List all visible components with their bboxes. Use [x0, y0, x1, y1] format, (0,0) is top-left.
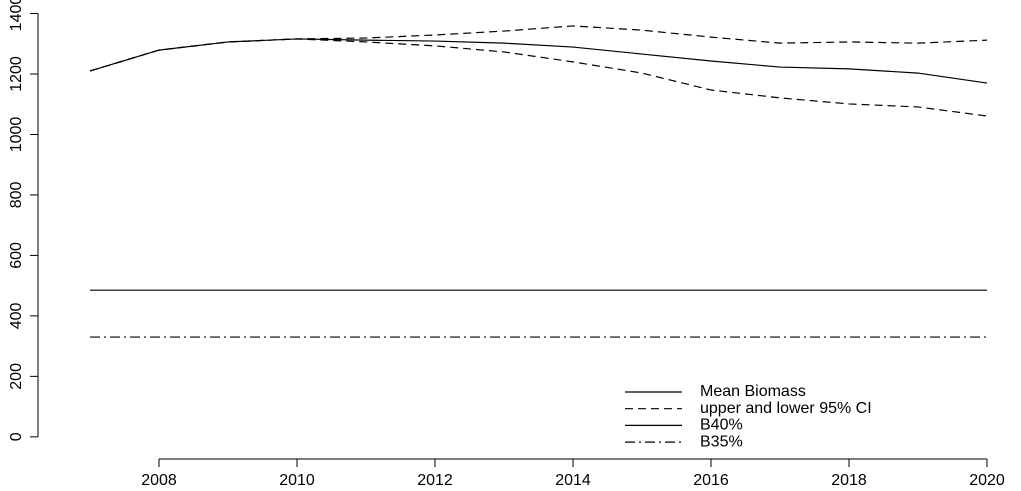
legend-label: upper and lower 95% CI	[700, 400, 872, 417]
legend-label: Mean Biomass	[700, 383, 806, 400]
x-tick-label: 2008	[141, 472, 177, 489]
x-tick-label: 2010	[279, 472, 315, 489]
series-line	[89, 38, 988, 84]
y-tick-label: 0	[8, 432, 25, 441]
series-line-lower	[89, 38, 988, 117]
x-tick-label: 2014	[555, 472, 591, 489]
y-tick-label: 600	[8, 242, 25, 269]
x-tick-label: 2016	[693, 472, 729, 489]
x-tick-label: 2012	[417, 472, 453, 489]
legend-label: B40%	[700, 417, 743, 434]
legend-label: B35%	[700, 433, 743, 450]
y-tick-label: 1400	[8, 0, 25, 31]
y-tick-label: 200	[8, 363, 25, 390]
y-tick-label: 1200	[8, 56, 25, 92]
y-tick-label: 800	[8, 181, 25, 208]
x-tick-label: 2018	[831, 472, 867, 489]
y-tick-label: 400	[8, 302, 25, 329]
y-tick-label: 1000	[8, 117, 25, 153]
x-tick-label: 2020	[969, 472, 1005, 489]
series-line	[89, 25, 988, 72]
